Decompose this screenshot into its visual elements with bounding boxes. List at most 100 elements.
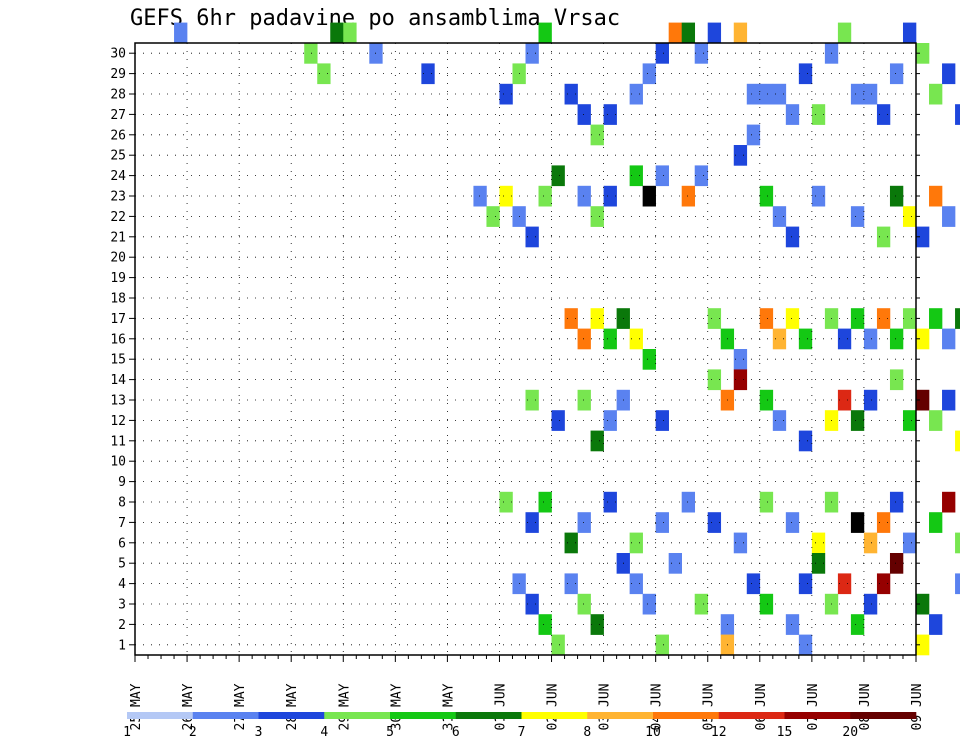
heatmap-cell (955, 430, 960, 452)
heatmap-cell (655, 410, 669, 431)
x-tick-label: 06 JUN (754, 684, 769, 731)
heatmap-cell (759, 308, 774, 329)
y-tick-label: 10 (110, 455, 126, 470)
legend-swatch (521, 712, 588, 719)
heatmap-cell (564, 83, 578, 105)
heatmap-cell (929, 185, 943, 207)
heatmap-cell (811, 104, 826, 125)
heatmap-cell (538, 22, 552, 44)
heatmap-cell (551, 165, 565, 187)
heatmap-cell (304, 43, 318, 64)
legend-swatch (127, 712, 194, 719)
legend-label: 8 (583, 725, 591, 740)
heatmap-cell (746, 573, 761, 595)
heatmap-cell (343, 22, 357, 44)
heatmap-cell (681, 185, 696, 207)
heatmap-cell (486, 206, 500, 227)
heatmap-cell (538, 185, 552, 207)
heatmap-cell (902, 532, 917, 554)
heatmap-cell (955, 104, 960, 125)
heatmap-cell (811, 185, 826, 207)
legend-swatch (587, 712, 654, 719)
heatmap-cell (694, 593, 709, 615)
heatmap-cell (772, 410, 787, 431)
heatmap-cell (655, 634, 669, 656)
heatmap-cell (798, 63, 813, 85)
legend-swatch (258, 712, 325, 719)
heatmap-cell (850, 410, 865, 431)
heatmap-cell (955, 532, 960, 554)
x-tick-label: 01 JUN (493, 684, 508, 731)
heatmap-cell (759, 491, 774, 513)
heatmap-cell (707, 308, 722, 329)
heatmap-cell (551, 410, 565, 431)
heatmap-cell (889, 369, 904, 391)
heatmap-cell (876, 308, 891, 329)
x-tick-label: 05 JUN (702, 684, 717, 731)
heatmap-cell (759, 593, 774, 615)
heatmap-cell (629, 573, 643, 595)
heatmap-cell (863, 83, 878, 105)
x-tick-label: 04 JUN (650, 684, 665, 731)
heatmap-cell (889, 491, 904, 513)
heatmap-cell (889, 553, 904, 574)
heatmap-cell (655, 165, 669, 187)
legend-swatch (192, 712, 259, 719)
x-axis: 25 MAY 26 MAY 27 MAY 28 MAY 29 MAY 30 MAY 31 M… (129, 655, 925, 730)
heatmap-cell (916, 328, 930, 350)
color-legend: 1 2 3 4 5 6 7 8 10 12 15 20 (123, 712, 917, 740)
y-tick-label: 6 (118, 536, 126, 551)
legend-swatch (784, 712, 851, 719)
heatmap-cell (629, 328, 643, 350)
y-tick-label: 19 (110, 271, 126, 286)
heatmap-cell (551, 634, 565, 656)
heatmap-cell (590, 206, 604, 227)
heatmap-cell (707, 369, 722, 391)
heatmap-cell (603, 410, 617, 431)
heatmap-cell (902, 410, 917, 431)
heatmap-cell (889, 63, 904, 85)
heatmap-cell (850, 614, 865, 635)
y-tick-label: 2 (118, 618, 126, 633)
y-tick-label: 22 (110, 210, 126, 225)
legend-label: 3 (255, 725, 263, 740)
y-tick-label: 11 (110, 434, 126, 449)
heatmap-cell (525, 593, 539, 615)
legend-swatch (850, 712, 917, 719)
heatmap-cell (590, 308, 604, 329)
heatmap-cell (850, 206, 865, 227)
heatmap-cell (876, 226, 891, 248)
heatmap-cell (889, 185, 904, 207)
heatmap-cell (577, 185, 591, 207)
x-tick-label: 28 MAY (285, 683, 300, 730)
heatmap-cell (655, 512, 669, 533)
heatmap-cell (785, 614, 800, 635)
legend-swatch (324, 712, 391, 719)
x-tick-label: 02 JUN (546, 684, 561, 731)
y-tick-label: 26 (110, 128, 126, 143)
heatmap-cell (759, 389, 774, 411)
heatmap-cells (174, 22, 960, 656)
heatmap-cell (577, 328, 591, 350)
heatmap-cell (525, 512, 539, 533)
heatmap-cell (837, 573, 852, 595)
heatmap-cell (421, 63, 435, 85)
heatmap-cell (590, 430, 604, 452)
y-tick-label: 27 (110, 108, 126, 123)
chart-title: GEFS 6hr padavine po ansamblima Vrsac (130, 6, 621, 31)
y-tick-label: 24 (110, 169, 126, 184)
y-tick-label: 21 (110, 230, 126, 245)
heatmap-cell (330, 22, 344, 44)
legend-label: 5 (386, 725, 394, 740)
heatmap-cell (929, 512, 943, 533)
heatmap-cell (837, 328, 852, 350)
heatmap-cell (590, 124, 604, 146)
heatmap-cell (759, 185, 774, 207)
heatmap-cell (733, 349, 748, 370)
heatmap-cell (929, 83, 943, 105)
x-tick-label: 29 MAY (337, 683, 352, 730)
heatmap-cell (942, 491, 956, 513)
heatmap-cell (317, 63, 331, 85)
x-tick-label: 08 JUN (858, 684, 873, 731)
legend-label: 10 (645, 725, 661, 740)
